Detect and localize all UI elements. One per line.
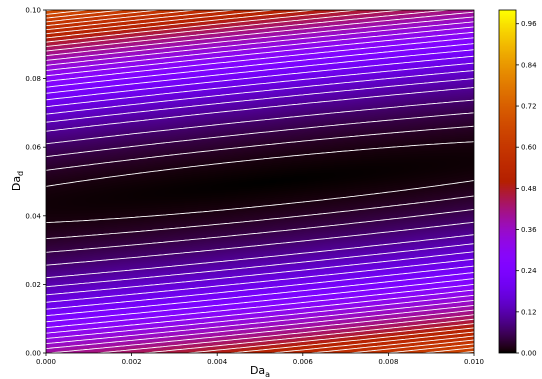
colorbar-tick-label: 0.60	[521, 144, 537, 152]
colorbar-tick-label: 0.72	[521, 103, 537, 111]
y-tick-label: 0.00	[25, 350, 41, 358]
x-tick-label: 0.000	[36, 358, 56, 366]
y-axis: 0.00 0.02 0.04 0.06 0.08 0.10	[25, 7, 46, 358]
y-tick-label: 0.02	[25, 281, 41, 289]
colorbar-tick-label: 0.36	[521, 226, 537, 234]
colorbar-tick-label: 0.24	[521, 267, 537, 275]
x-tick-label: 0.002	[122, 358, 142, 366]
colorbar-ticks: 0.00 0.12 0.24 0.36 0.48 0.60 0.72 0.84 0.96	[516, 20, 537, 357]
y-tick-label: 0.06	[25, 144, 41, 152]
plot-area	[46, 10, 474, 353]
colorbar-tick-label: 0.12	[521, 308, 537, 316]
colorbar-tick-label: 0.00	[521, 350, 537, 358]
x-tick-label: 0.008	[378, 358, 398, 366]
colorbar-tick-label: 0.48	[521, 185, 537, 193]
x-tick-label: 0.010	[464, 358, 484, 366]
y-tick-label: 0.08	[25, 75, 41, 83]
x-tick-label: 0.006	[293, 358, 314, 366]
colorbar: 0.00 0.12 0.24 0.36 0.48 0.60 0.72 0.84 0.96	[499, 10, 537, 358]
colorbar-tick-label: 0.96	[521, 20, 537, 28]
x-axis-label: Daa	[250, 364, 270, 379]
colorbar-gradient	[499, 10, 516, 353]
y-tick-label: 0.10	[25, 7, 41, 15]
x-tick-label: 0.004	[207, 358, 228, 366]
colorbar-tick-label: 0.84	[521, 61, 537, 69]
y-axis-label: Dad	[10, 171, 25, 191]
y-tick-label: 0.04	[25, 212, 41, 220]
